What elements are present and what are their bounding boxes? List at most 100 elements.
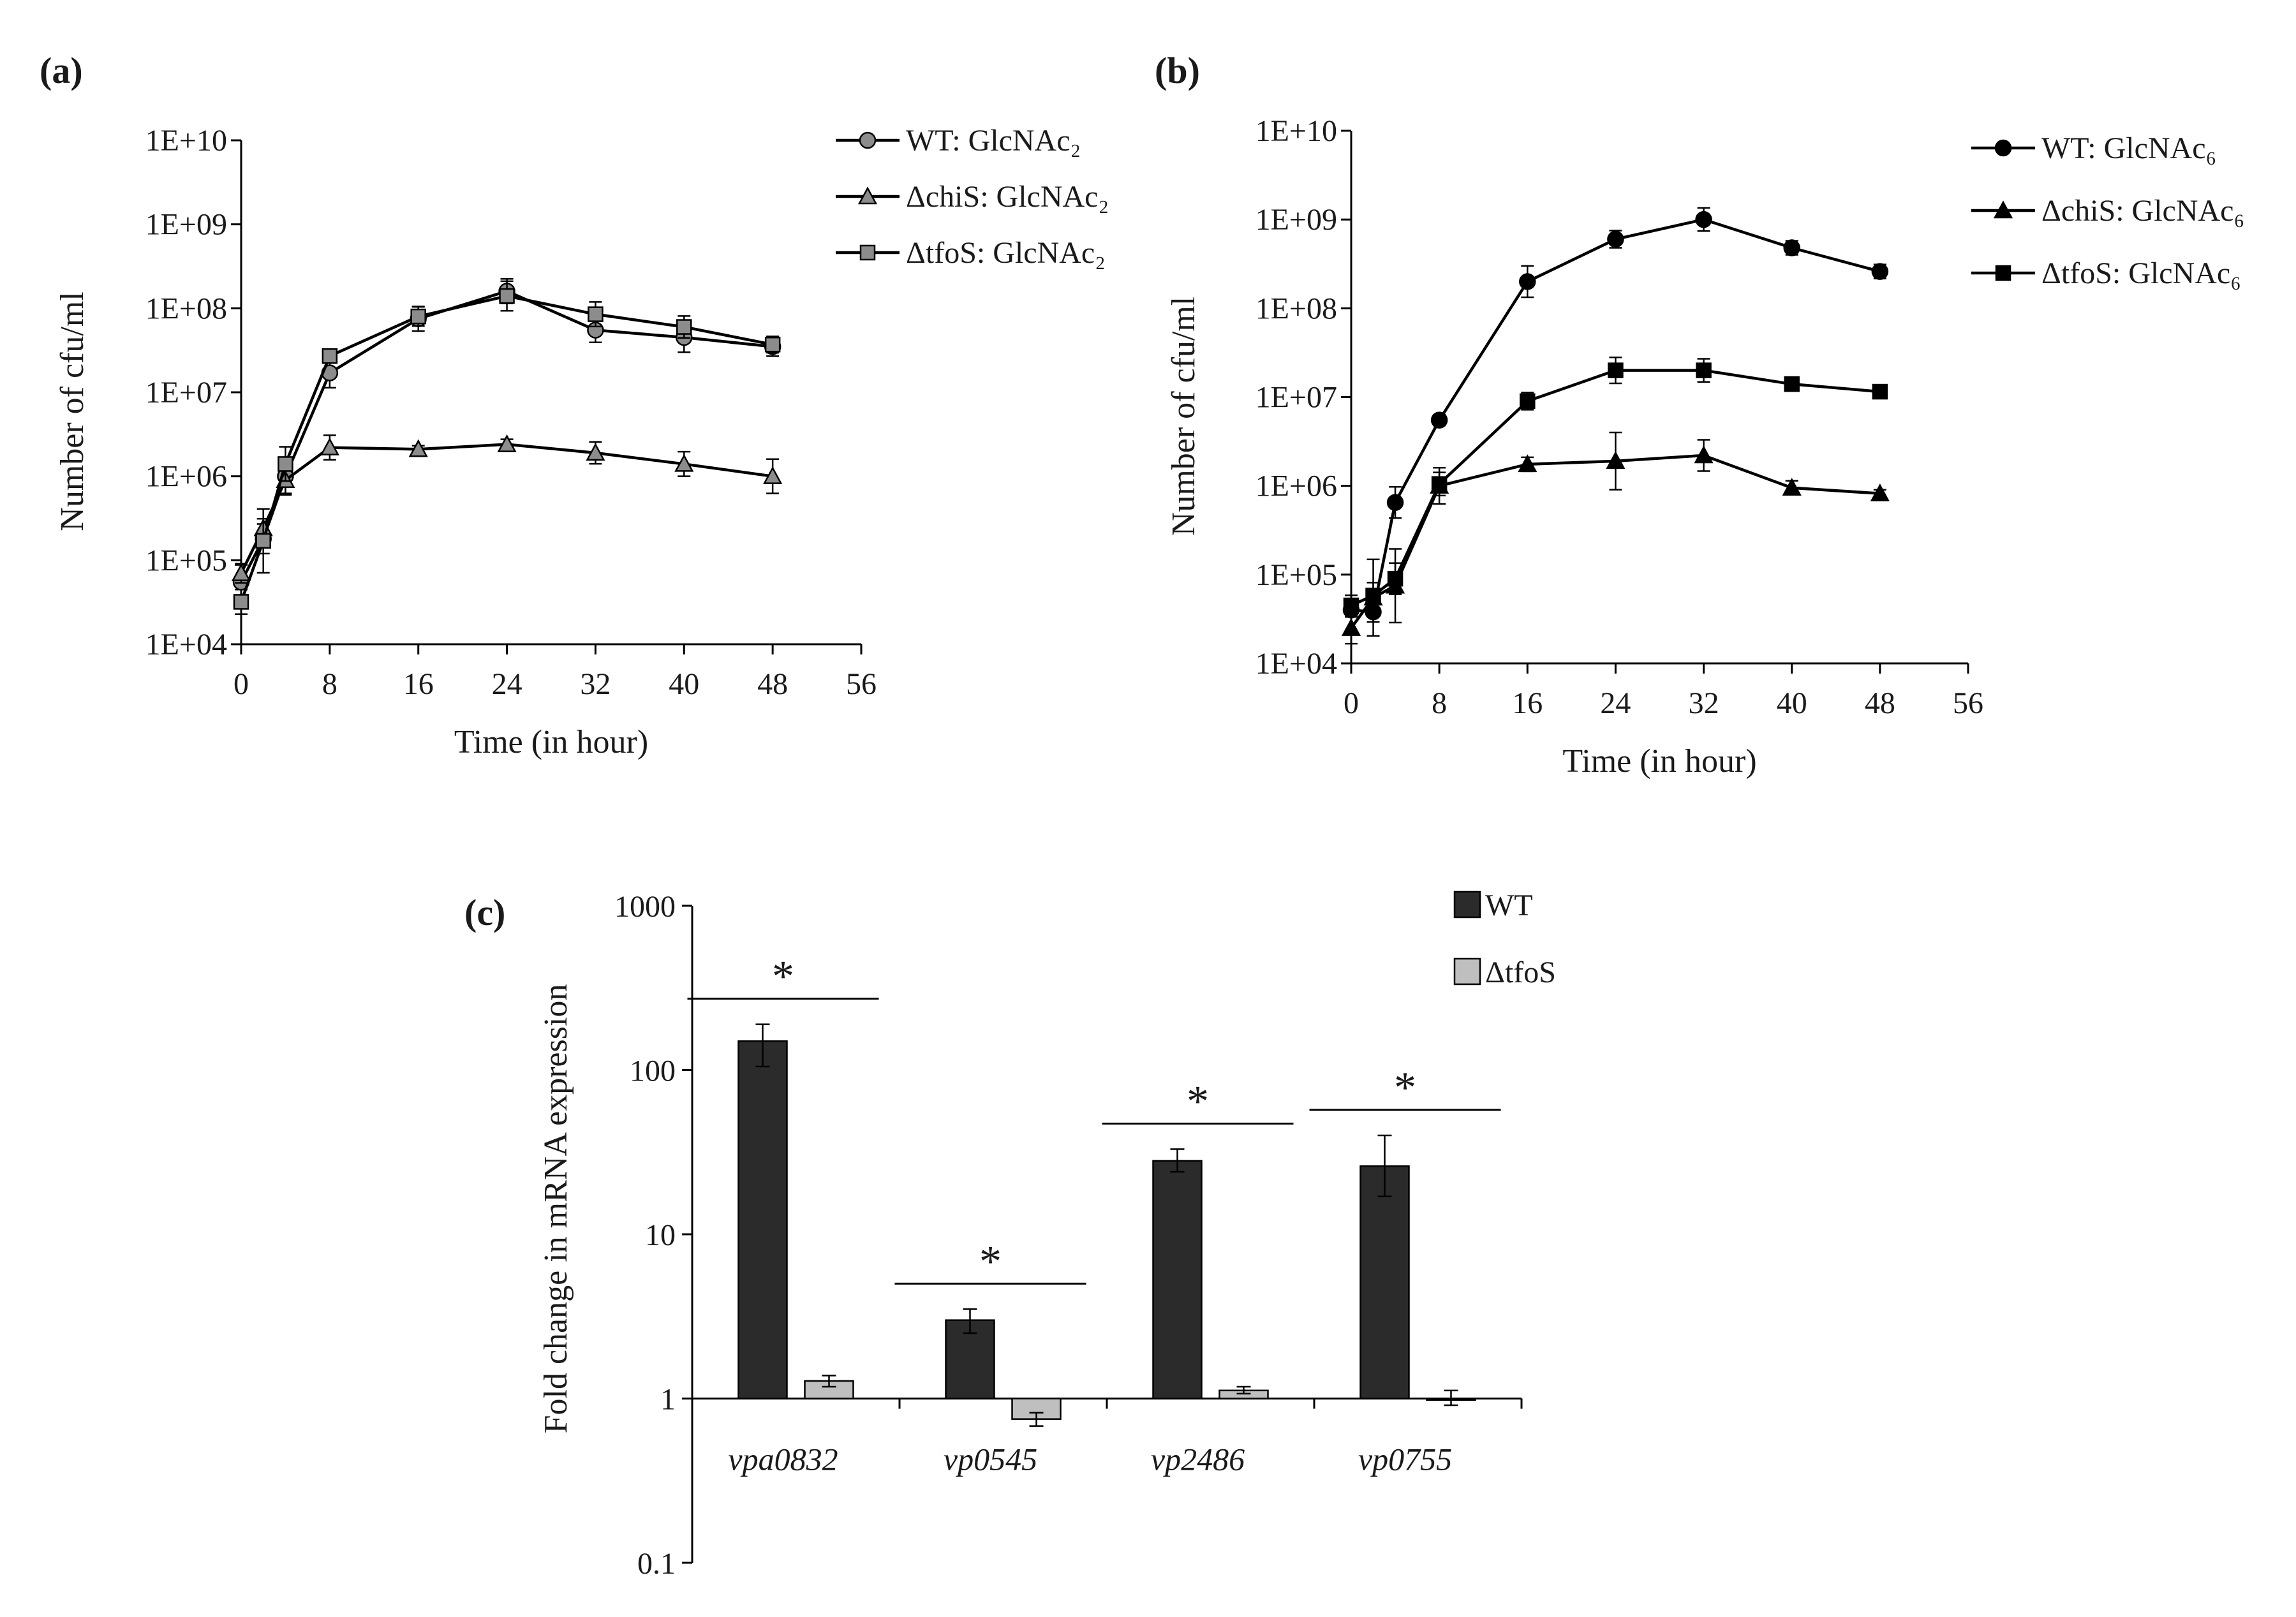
legend-label: WT — [1485, 889, 1533, 922]
data-point — [1783, 239, 1800, 256]
data-point — [1870, 484, 1890, 501]
x-tick-label: 0 — [233, 667, 249, 701]
x-tick-label: 0 — [1344, 686, 1359, 720]
legend-marker — [857, 186, 878, 205]
y-tick-label: 1E+04 — [1255, 647, 1337, 681]
y-tick-label: 0.1 — [637, 1547, 676, 1581]
y-tick-label: 1E+09 — [145, 208, 227, 242]
y-tick-label: 100 — [630, 1054, 676, 1088]
y-axis-title: Number of cfu/ml — [1166, 297, 1202, 536]
category-label: vp2486 — [1151, 1442, 1245, 1477]
x-tick-label: 40 — [669, 667, 699, 701]
y-tick-label: 1E+05 — [1255, 558, 1337, 592]
x-tick-label: 16 — [1512, 686, 1543, 720]
series-line — [1351, 218, 1881, 614]
x-tick-label: 48 — [757, 667, 788, 701]
legend-marker — [859, 244, 876, 261]
bar — [1152, 1160, 1203, 1399]
data-point — [497, 434, 517, 452]
y-tick-label: 1000 — [614, 890, 676, 924]
legend-label: ΔtfoS: GlcNAc₆ — [2041, 256, 2241, 290]
data-point — [1694, 445, 1714, 464]
chart-panel-b: (b) 1E+04 1E+05 1E+06 1E+07 1E+08 1E+09 1E+10 0 8… — [1155, 50, 2244, 779]
data-point — [231, 563, 251, 581]
significance-star: * — [1187, 1077, 1209, 1126]
data-point — [1871, 263, 1889, 280]
series-1 — [1341, 431, 1890, 645]
y-axis-title: Fold change in mRNA expression — [538, 984, 574, 1434]
y-tick-label: 1E+06 — [145, 460, 227, 494]
y-tick-label: 1 — [660, 1383, 676, 1417]
legend-swatch — [1453, 957, 1481, 986]
data-point — [1518, 454, 1537, 473]
legend: WT: GlcNAc₆ ΔchiS: GlcNAc₆ ΔtfoS: GlcNAc₆ — [1971, 131, 2244, 290]
panel-label: (a) — [40, 50, 83, 91]
y-tick-label: 1E+06 — [1255, 469, 1337, 503]
y-tick-label: 1E+10 — [145, 124, 227, 158]
data-point — [1341, 617, 1361, 636]
data-point — [1606, 451, 1626, 469]
data-point — [408, 439, 428, 457]
y-tick-label: 1E+07 — [145, 376, 227, 410]
bar — [1359, 1165, 1410, 1399]
x-tick-label: 8 — [322, 667, 337, 701]
series-2 — [1343, 357, 1888, 617]
data-point — [1387, 570, 1404, 587]
x-tick-label: 16 — [403, 667, 434, 701]
data-point — [763, 466, 783, 484]
x-axis-title: Time (in hour) — [1562, 743, 1756, 779]
panel-label: (b) — [1155, 50, 1200, 91]
data-point — [1695, 210, 1712, 228]
bar — [737, 1040, 788, 1399]
legend-marker — [1995, 265, 2011, 281]
data-point — [1784, 376, 1800, 392]
chart-panel-a: (a) 1E+04 1E+05 1E+06 1E+07 1E+08 1E+09 1E+10 0 8… — [40, 50, 1109, 760]
data-point — [1872, 383, 1888, 400]
data-point — [1430, 411, 1448, 429]
legend-swatch — [1453, 890, 1481, 919]
category-label: vpa0832 — [728, 1442, 838, 1477]
y-tick-label: 1E+04 — [145, 628, 227, 661]
data-point — [233, 594, 249, 610]
data-point — [1607, 230, 1624, 248]
data-point — [676, 319, 692, 335]
data-point — [674, 454, 694, 472]
significance-star: * — [979, 1237, 1002, 1286]
x-tick-label: 56 — [1953, 686, 1983, 720]
significance-star: * — [1394, 1063, 1416, 1112]
y-tick-label: 1E+07 — [1255, 381, 1337, 415]
data-point — [1520, 393, 1536, 410]
significance-star: * — [772, 952, 794, 1001]
data-point — [1365, 587, 1381, 604]
legend-marker — [859, 131, 877, 149]
legend-label: ΔchiS: GlcNAc₂ — [906, 180, 1109, 214]
data-point — [1519, 273, 1536, 290]
y-tick-label: 1E+10 — [1255, 114, 1337, 148]
x-axis-title: Time (in hour) — [454, 724, 648, 760]
x-tick-label: 8 — [1432, 686, 1447, 720]
panel-label: (c) — [464, 892, 505, 933]
y-tick-label: 1E+08 — [145, 292, 227, 325]
y-tick-label: 1E+09 — [1255, 203, 1337, 237]
legend-label: ΔtfoS — [1485, 956, 1556, 989]
y-tick-label: 10 — [645, 1218, 676, 1252]
legend-label: WT: GlcNAc₆ — [2041, 131, 2216, 165]
legend-marker — [1993, 200, 2013, 219]
y-tick-label: 1E+05 — [145, 543, 227, 577]
legend: WT ΔtfoS — [1453, 889, 1556, 989]
x-tick-label: 24 — [1600, 686, 1631, 720]
legend-label: ΔtfoS: GlcNAc₂ — [906, 236, 1106, 270]
series-line — [239, 443, 773, 574]
data-point — [1782, 478, 1802, 496]
data-point — [320, 437, 339, 455]
y-axis-title: Number of cfu/ml — [54, 292, 91, 531]
x-tick-label: 32 — [580, 667, 611, 701]
data-point — [255, 533, 271, 549]
series-1 — [231, 434, 783, 584]
data-point — [499, 288, 515, 304]
data-point — [1696, 362, 1712, 378]
category-label: vp0755 — [1358, 1442, 1452, 1477]
x-tick-label: 48 — [1865, 686, 1895, 720]
